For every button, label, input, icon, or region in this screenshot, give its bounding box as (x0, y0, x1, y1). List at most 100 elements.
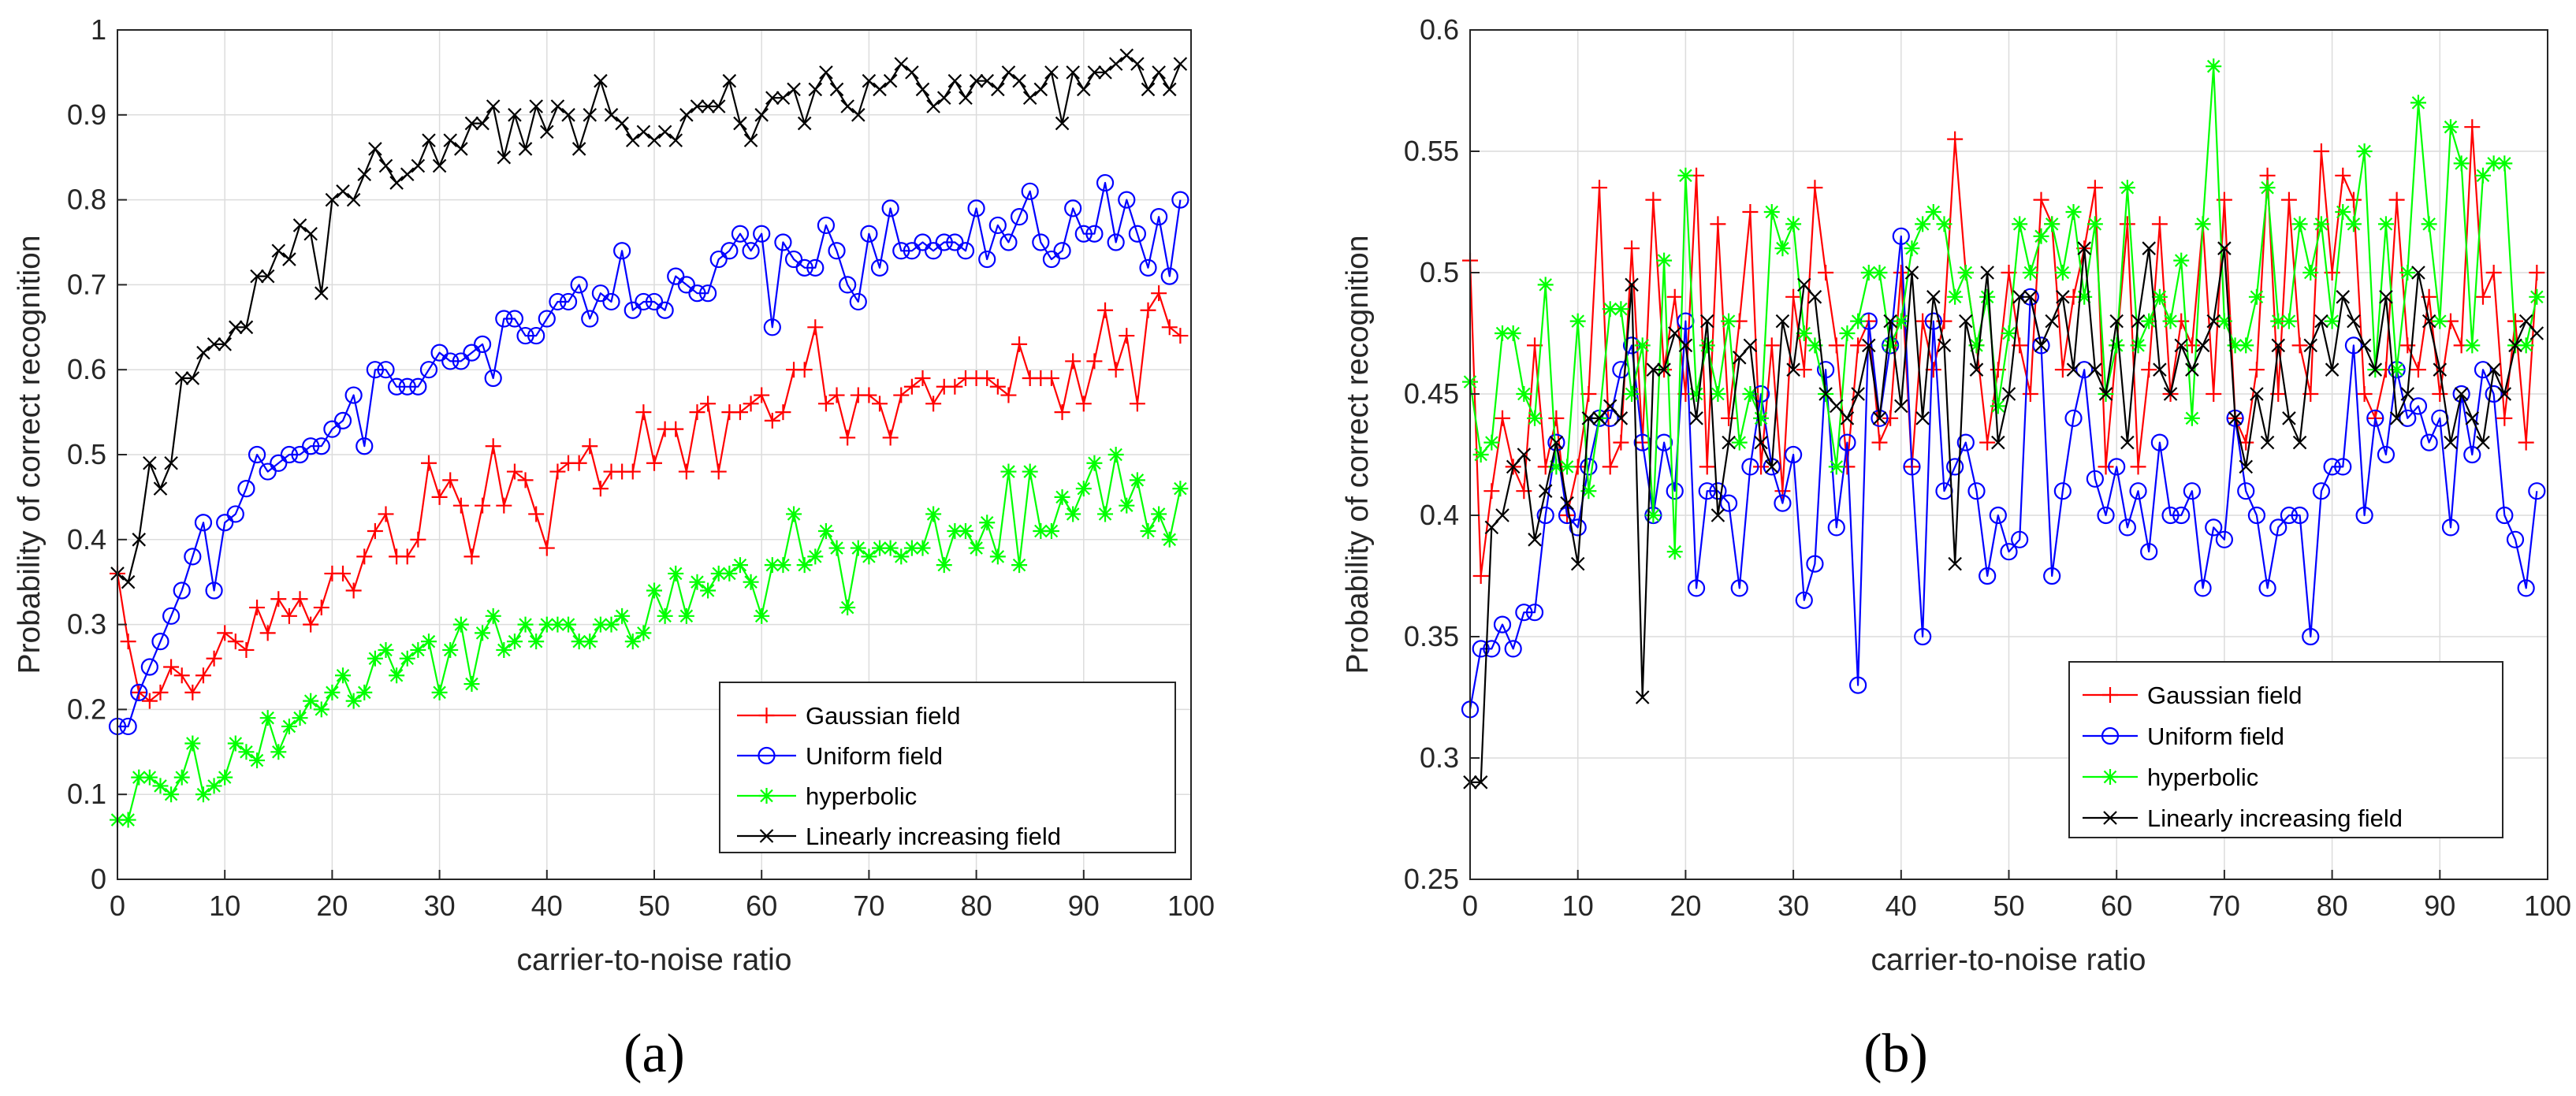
data-point (2022, 386, 2038, 402)
data-point (1645, 507, 1662, 523)
data-point (1625, 277, 1639, 292)
data-point (420, 455, 437, 471)
data-point (2496, 506, 2514, 525)
data-point (1603, 399, 1617, 414)
data-point (1021, 182, 1039, 200)
data-point (2053, 482, 2072, 500)
data-point (2476, 435, 2490, 450)
data-point (1151, 285, 1167, 302)
data-point (603, 616, 620, 633)
data-point (2153, 362, 2167, 377)
data-point (615, 116, 629, 131)
data-point (980, 73, 994, 88)
data-point (1646, 362, 1661, 377)
data-point (1914, 627, 1932, 646)
data-point (1657, 362, 1671, 377)
data-point (754, 607, 770, 624)
data-point (1140, 523, 1156, 540)
data-point (710, 463, 727, 480)
data-point (497, 150, 512, 165)
data-point (303, 693, 319, 709)
data-point (1732, 351, 1747, 365)
data-point (1548, 459, 1565, 475)
data-point (2292, 435, 2307, 450)
x-tick-label: 0 (110, 890, 125, 922)
data-point (1687, 579, 1706, 597)
y-tick-label: 0 (91, 863, 106, 895)
data-point (1022, 91, 1037, 106)
data-point (2163, 387, 2178, 401)
data-point (2497, 387, 2512, 401)
data-point (1592, 411, 1606, 425)
data-point (614, 607, 631, 624)
data-point (698, 284, 717, 303)
data-point (787, 82, 801, 97)
data-point (464, 116, 479, 131)
data-point (2422, 314, 2436, 329)
data-point (2496, 410, 2513, 426)
data-point (517, 616, 534, 633)
data-point (667, 267, 685, 285)
data-point (1796, 362, 1812, 378)
data-point (2518, 434, 2534, 451)
data-point (1537, 277, 1554, 293)
data-point (1495, 325, 1511, 341)
data-point (668, 421, 684, 437)
series-line-uniform-field (117, 181, 1182, 728)
legend-label: Uniform field (2147, 723, 2284, 750)
data-point (2528, 482, 2546, 500)
y-tick-label: 0.4 (67, 523, 106, 555)
data-point (2043, 567, 2061, 585)
data-point (528, 506, 545, 522)
data-point (1785, 288, 1802, 305)
data-point (731, 404, 748, 421)
data-point (636, 124, 651, 139)
data-point (2206, 386, 2222, 402)
data-point (1967, 482, 1986, 500)
data-point (1904, 240, 1920, 257)
data-point (807, 319, 824, 336)
data-point (2336, 290, 2351, 304)
x-tick-label: 40 (1885, 890, 1917, 922)
data-point (1699, 337, 1715, 354)
data-point (571, 455, 587, 471)
data-point (538, 616, 555, 633)
data-point (1033, 523, 1049, 540)
data-point (303, 616, 319, 633)
legend-label: Gaussian field (806, 702, 960, 730)
data-point (2432, 313, 2448, 329)
data-point (1066, 65, 1080, 80)
data-point (1677, 167, 1694, 184)
y-tick-label: 0.2 (67, 693, 106, 725)
data-point (743, 396, 759, 412)
chart-panel-b: 0 10 20 30 40 50 60 70 80 90 100 0.25 0.3 0.35 0.4 0.45… (1341, 13, 2571, 1084)
data-point (2206, 58, 2222, 75)
data-point (2312, 482, 2331, 500)
data-point (925, 396, 942, 412)
data-point (260, 269, 275, 284)
data-point (2064, 409, 2083, 427)
data-point (2109, 337, 2125, 354)
data-point (1656, 252, 1673, 269)
data-point (2119, 180, 2135, 196)
data-point (582, 438, 598, 455)
data-point (2400, 387, 2415, 401)
data-point (141, 693, 158, 709)
data-point (1968, 337, 1985, 354)
data-point (518, 142, 533, 156)
data-point (1904, 266, 1919, 280)
y-tick-label: 1 (91, 13, 106, 46)
data-point (2506, 530, 2525, 548)
data-point (1171, 191, 1189, 209)
data-point (1129, 396, 1145, 412)
data-point (2474, 167, 2491, 184)
data-point (2034, 338, 2049, 353)
data-point (1742, 204, 1759, 220)
data-point (2129, 482, 2147, 500)
data-point (881, 199, 899, 217)
data-point (765, 91, 780, 106)
data-point (646, 582, 662, 599)
data-point (915, 82, 930, 97)
data-point (2033, 228, 2049, 244)
data-point (1796, 325, 1812, 341)
